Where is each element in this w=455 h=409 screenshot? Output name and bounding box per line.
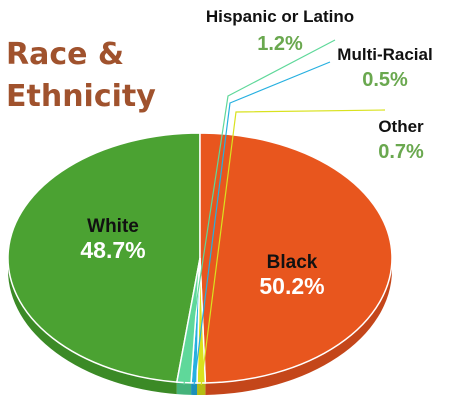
pie-side-multi-racial [191,382,198,395]
chart-title-line-1: Race & [6,37,124,72]
slice-label-multi-racial: Multi-Racial [337,45,432,64]
leader-line-other [200,109,386,386]
slice-value-multi-racial: 0.5% [362,69,408,91]
slice-value-other: 0.7% [378,141,424,163]
leader-line-hispanic-or-latino [183,39,336,385]
pie-slices [7,132,393,384]
slice-label-white: White [87,216,139,237]
chart-title: Race & Ethnicity [6,37,156,114]
slice-value-hispanic-or-latino: 1.2% [257,33,303,55]
slice-value-white: 48.7% [80,237,145,263]
slice-label-other: Other [378,117,424,136]
pie-side-hispanic-or-latino [176,382,192,395]
pie-slice-white [7,132,201,383]
pie-side-other [197,382,206,395]
slice-value-black: 50.2% [259,273,324,299]
leader-line-multi-racial [193,61,331,386]
slice-label-black: Black [267,252,318,273]
slice-label-hispanic-or-latino: Hispanic or Latino [206,7,354,26]
pie-slice-black [199,132,393,384]
pie-side-black [205,258,392,395]
chart-title-line-2: Ethnicity [6,79,156,114]
leader-lines [183,39,386,386]
